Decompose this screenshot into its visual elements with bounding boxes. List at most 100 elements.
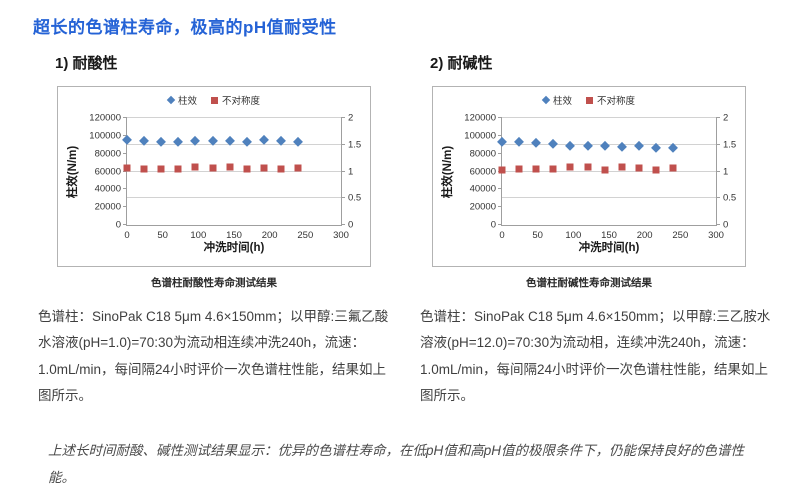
legend-label: 不对称度 [222,96,261,107]
y-axis-tick-label-left: 100000 [89,130,121,142]
axis-tickmark [716,224,720,225]
data-point-asymmetry [294,164,302,172]
y-axis-tick-label-left: 120000 [464,112,496,124]
x-axis-tick-label: 0 [499,230,505,241]
chart-description-alkali: 色谱柱：SinoPak C18 5μm 4.6×150mm；以甲醇:三乙胺水溶液… [420,309,771,403]
x-axis-tick-label: 100 [565,230,582,241]
chart-legend: 柱效 不对称度 [433,93,745,107]
x-axis-tick-label: 50 [157,230,168,241]
x-axis-label: 冲洗时间(h) [203,242,265,254]
y-axis-tick-label-right: 0 [723,219,729,231]
axis-tickmark [341,170,345,172]
data-point-asymmetry [601,166,609,174]
x-axis-tick-label: 300 [708,230,724,241]
axis-tickmark [498,152,502,154]
y-axis-tick-label-right: 2 [348,112,354,124]
axis-tickmark [341,143,345,145]
axis-tickmark [498,188,502,190]
x-axis-tick-label: 0 [124,230,130,241]
axis-tickmark [341,117,345,118]
x-axis-tick-label: 150 [601,230,617,241]
data-point-asymmetry [669,164,677,172]
y-axis-tick-label-left: 0 [490,219,496,231]
data-point-asymmetry [140,165,148,173]
chart-caption-acid: 色谱柱耐酸性寿命测试结果 [151,277,277,289]
data-point-asymmetry [260,164,268,172]
axis-tickmark [341,197,345,199]
y-axis-tick-label-right: 1.5 [348,139,362,151]
y-axis-tick-label-left: 120000 [89,112,121,124]
y-axis-tick-label-left: 80000 [469,148,496,160]
section-heading-alkali: 2) 耐碱性 [430,55,493,72]
data-point-asymmetry [123,164,131,172]
data-point-asymmetry [515,165,523,173]
data-point-asymmetry [498,166,506,174]
section-heading-acid: 1) 耐酸性 [55,55,118,72]
y-axis-tick-label-right: 1 [348,166,354,177]
y-axis-tick-label-left: 80000 [94,148,121,160]
y-axis-tick-label-right: 1.5 [723,139,737,151]
gridline [502,197,716,199]
axis-tickmark [716,197,720,199]
legend-square-icon [586,96,593,104]
x-axis-tick-label: 50 [532,230,543,241]
chart-description-acid: 色谱柱：SinoPak C18 5μm 4.6×150mm；以甲醇:三氟乙酸水溶… [38,309,389,403]
data-point-asymmetry [635,164,643,172]
legend-label: 不对称度 [597,96,636,107]
data-point-efficiency [548,138,558,148]
axis-tickmark [498,117,502,118]
data-point-asymmetry [584,163,592,171]
data-point-asymmetry [226,163,234,171]
gridline [127,143,341,145]
legend-diamond-icon [541,95,551,105]
chart-acid-resistance: 柱效 不对称度 柱效(N/m) 0 20000 40000 60000 80000 1000… [57,86,371,267]
gridline [127,197,341,199]
legend-label: 柱效 [552,96,572,107]
axis-tickmark [123,152,127,154]
x-axis-tick-label: 100 [190,230,207,241]
gridline [502,117,716,118]
plot-area: 0 20000 40000 60000 80000 100000 120000 0 0.5 1 1.… [464,113,736,242]
x-axis-tick-label: 250 [672,230,689,241]
data-point-efficiency [565,140,576,151]
data-point-asymmetry [566,163,574,171]
y-axis-tick-label-left: 100000 [464,130,496,142]
y-axis-tick-label-left: 0 [115,219,121,231]
y-axis-tick-label-left: 40000 [469,183,496,195]
axis-tickmark [498,224,502,225]
section-alkali-resistance: 2) 耐碱性 柱效 不对称度 柱效(N/m) 0 20000 40000 60000 80… [420,52,772,409]
gridline [127,117,341,118]
axis-tickmark [341,224,345,225]
legend-diamond-icon [166,95,176,105]
axis-tickmark [123,206,127,208]
footer-conclusion: 上述长时间耐酸、碱性测试结果显示：优异的色谱柱寿命，在低pH值和高pH值的极限条… [48,443,745,485]
data-point-efficiency [634,141,644,151]
data-point-efficiency [531,137,541,147]
data-point-efficiency [582,140,593,150]
axis-tickmark [498,206,502,208]
axis-tickmark [498,134,502,136]
x-axis-tick-label: 200 [261,230,278,241]
x-axis-tick-label: 300 [333,230,349,241]
y-axis-tick-label-left: 40000 [94,183,121,195]
y-axis-tick-label-right: 0.5 [723,192,737,204]
data-point-asymmetry [191,163,199,171]
gridline [502,170,716,172]
data-point-asymmetry [618,163,626,171]
legend-item: 柱效 [541,93,572,107]
axis-tickmark [123,117,127,118]
page-title: 超长的色谱柱寿命，极高的pH值耐受性 [33,18,337,37]
axis-tickmark [716,117,720,118]
x-axis-label: 冲洗时间(h) [578,242,640,254]
data-point-efficiency [514,137,524,147]
y-axis-tick-label-left: 20000 [469,201,496,213]
y-axis-tick-label-right: 0 [348,219,354,231]
legend-item: 不对称度 [211,93,260,107]
section-acid-resistance: 1) 耐酸性 柱效 不对称度 柱效(N/m) 0 20000 40000 60000 80… [38,52,390,409]
data-point-asymmetry [652,166,660,174]
data-point-asymmetry [157,165,165,173]
axis-tickmark [123,188,127,190]
chart-alkali-resistance: 柱效 不对称度 柱效(N/m) 0 20000 40000 60000 80000 1000… [432,86,746,267]
y-axis-label: 柱效(N/m) [442,145,454,199]
